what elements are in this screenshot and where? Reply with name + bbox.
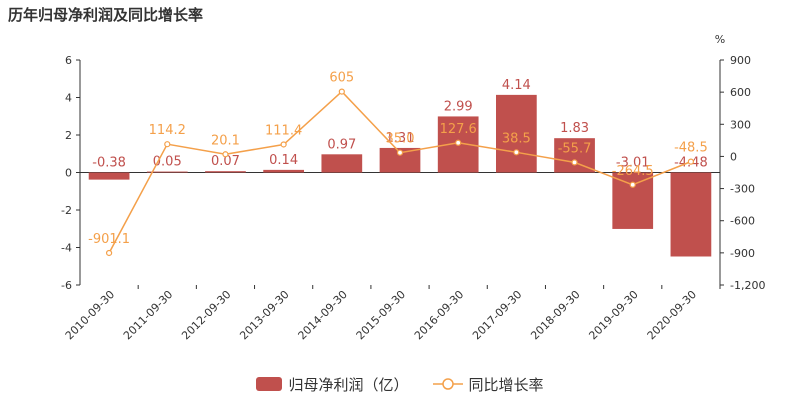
right-tick-label: -900 — [730, 247, 755, 260]
bar-data-label: 0.07 — [211, 154, 240, 169]
growth-data-label: 35.0 — [386, 132, 415, 147]
growth-point — [338, 88, 345, 95]
right-axis-unit: % — [715, 33, 725, 46]
bar-data-label: 0.14 — [269, 153, 298, 168]
bar — [146, 171, 188, 173]
growth-data-label: 127.6 — [440, 122, 477, 137]
bar — [321, 154, 363, 173]
growth-point — [105, 249, 113, 257]
bar-data-label: 1.31 — [386, 131, 415, 146]
growth-data-label: -48.5 — [674, 141, 708, 156]
x-tick-label: 2014-09-30 — [296, 288, 350, 342]
legend-item-growth[interactable]: 同比增长率 — [432, 374, 544, 395]
legend: 归母净利润（亿） 同比增长率 — [0, 372, 800, 396]
bar — [670, 172, 712, 257]
bar-data-label: -0.38 — [92, 156, 126, 171]
growth-data-label: 111.4 — [265, 123, 302, 138]
bar-data-label: 4.14 — [502, 78, 531, 93]
legend-label-profit: 归母净利润（亿） — [288, 375, 409, 394]
x-tick-label: 2016-09-30 — [412, 288, 466, 342]
growth-point — [687, 158, 695, 165]
left-tick-label: 4 — [65, 92, 72, 105]
growth-data-label: 605 — [329, 71, 354, 86]
growth-data-label: 38.5 — [502, 131, 531, 146]
right-tick-label: -1,200 — [730, 279, 765, 292]
right-tick-label: 900 — [730, 54, 751, 67]
x-tick-label: 2015-09-30 — [354, 288, 408, 342]
right-tick-label: -300 — [730, 183, 755, 196]
x-tick-label: 2012-09-30 — [179, 288, 233, 342]
bar-data-label: 1.83 — [560, 121, 589, 136]
left-tick-label: -6 — [61, 279, 72, 292]
right-tick-label: 0 — [730, 150, 737, 163]
left-tick-label: -4 — [61, 242, 72, 255]
growth-point — [222, 151, 229, 158]
growth-data-label: -264.5 — [612, 164, 654, 179]
legend-label-growth: 同比增长率 — [468, 375, 544, 394]
x-tick-label: 2013-09-30 — [237, 288, 291, 342]
bar-data-label: 2.99 — [444, 99, 473, 114]
growth-data-label: 20.1 — [211, 133, 240, 148]
legend-item-profit[interactable]: 归母净利润（亿） — [256, 374, 409, 395]
left-tick-label: 2 — [65, 129, 72, 142]
bar — [263, 169, 304, 173]
growth-point — [629, 181, 636, 188]
left-tick-label: 6 — [65, 54, 72, 67]
chart-title: 历年归母净利润及同比增长率 — [8, 6, 204, 24]
growth-point — [513, 149, 520, 156]
left-tick-label: -2 — [61, 204, 72, 217]
x-tick-label: 2019-09-30 — [586, 288, 640, 342]
growth-point — [280, 141, 287, 148]
legend-line-swatch — [432, 378, 463, 390]
growth-point — [164, 141, 171, 148]
bar — [496, 94, 537, 173]
right-tick-label: -600 — [730, 215, 755, 228]
bar-data-label: 0.97 — [327, 137, 356, 152]
right-tick-label: 300 — [730, 118, 751, 131]
right-tick-label: 600 — [730, 86, 751, 99]
x-tick-label: 2010-09-30 — [63, 288, 117, 342]
bar — [88, 172, 130, 180]
growth-data-label: -901.1 — [88, 232, 130, 247]
legend-bar-swatch — [256, 377, 283, 391]
growth-point — [571, 159, 578, 166]
x-tick-label: 2017-09-30 — [470, 288, 524, 342]
bar — [205, 171, 246, 173]
x-tick-label: 2011-09-30 — [121, 288, 175, 342]
growth-data-label: 114.2 — [149, 123, 186, 138]
growth-data-label: -55.7 — [558, 141, 592, 156]
bar — [612, 172, 654, 229]
left-tick-label: 0 — [65, 167, 72, 180]
x-tick-label: 2020-09-30 — [645, 288, 699, 342]
growth-point — [455, 139, 462, 146]
bar-data-label: -3.01 — [616, 156, 650, 171]
x-tick-label: 2018-09-30 — [528, 288, 582, 342]
growth-point — [396, 149, 404, 156]
bar — [554, 138, 595, 173]
